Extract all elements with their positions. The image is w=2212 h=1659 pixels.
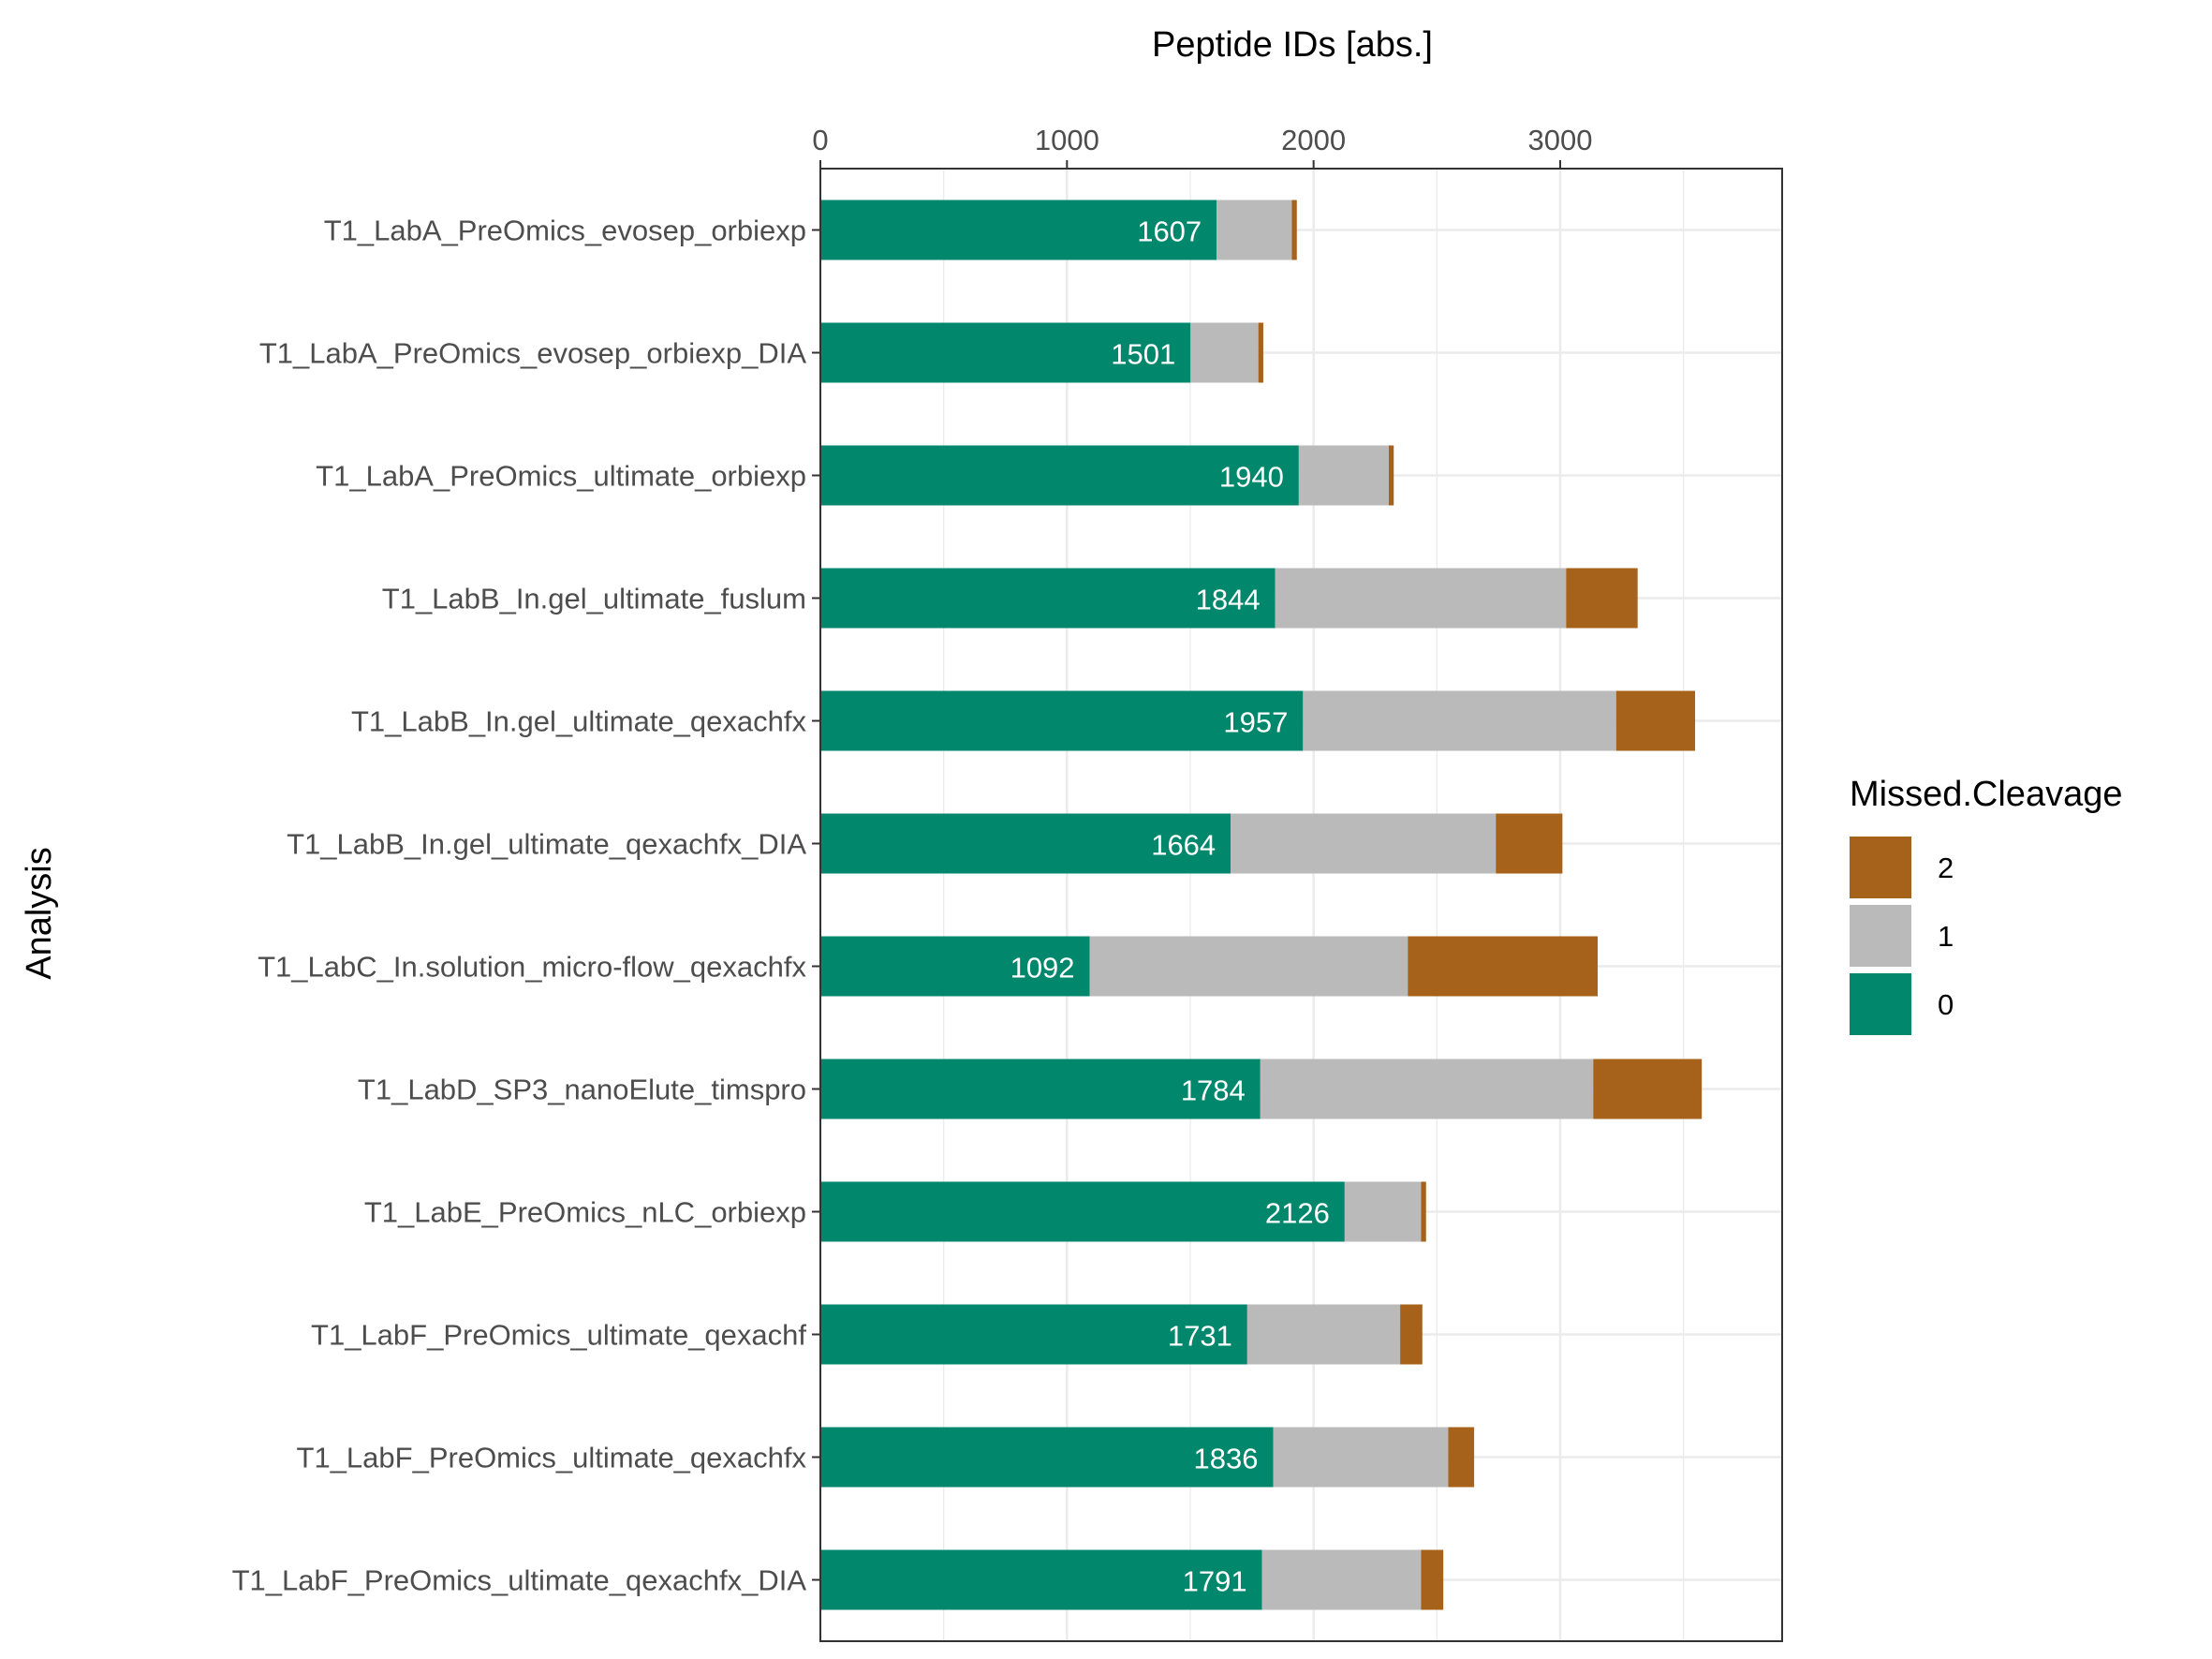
bar-segment-mc2 [1388, 445, 1394, 506]
legend-swatch [1850, 837, 1911, 898]
bar-segment-mc0 [820, 200, 1217, 260]
y-tick-label: T1_LabF_PreOmics_ultimate_qexachfx [297, 1442, 807, 1474]
bar-segment-mc0 [820, 936, 1090, 997]
y-tick-label: T1_LabA_PreOmics_ultimate_orbiexp [316, 460, 806, 493]
legend-label: 2 [1938, 852, 1954, 884]
bar-segment-mc0 [820, 1181, 1345, 1242]
bar-segment-mc2 [1408, 936, 1599, 997]
bar-segment-mc1 [1190, 322, 1259, 383]
x-tick-label: 1000 [1035, 124, 1099, 156]
x-tick-label: 2000 [1281, 124, 1346, 156]
y-tick-label: T1_LabF_PreOmics_ultimate_qexachf [311, 1319, 806, 1352]
bar-segment-mc2 [1593, 1059, 1703, 1119]
data-label: 1784 [1181, 1074, 1246, 1107]
bar-segment-mc1 [1344, 1181, 1422, 1242]
bar-segment-mc1 [1273, 1427, 1449, 1488]
bar-segment-mc0 [820, 690, 1304, 751]
x-axis: 0 1000 2000 3000 [812, 124, 1592, 169]
legend-label: 0 [1938, 988, 1954, 1021]
bar-segment-mc2 [1291, 200, 1297, 260]
bar-segment-mc2 [1421, 1181, 1426, 1242]
data-label: 2126 [1265, 1197, 1330, 1230]
bar-segment-mc0 [820, 1427, 1274, 1488]
bar-segment-mc1 [1089, 936, 1408, 997]
data-label: 1791 [1183, 1565, 1247, 1598]
bar-segment-mc0 [820, 568, 1276, 629]
legend-items: 2 1 0 [1850, 837, 1954, 1035]
data-label: 1844 [1196, 584, 1261, 616]
x-tick-label: 3000 [1528, 124, 1593, 156]
data-label: 1731 [1168, 1320, 1232, 1353]
bar-segment-mc0 [820, 1304, 1247, 1365]
bar-segment-mc0 [820, 445, 1299, 506]
y-tick-label: T1_LabA_PreOmics_evosep_orbiexp_DIA [259, 337, 806, 370]
bar-segment-mc0 [820, 1059, 1261, 1119]
y-tick-label: T1_LabB_In.gel_ultimate_qexachfx_DIA [287, 828, 806, 861]
data-label: 1940 [1219, 461, 1284, 494]
y-axis: T1_LabA_PreOmics_evosep_orbiexp T1_LabA_P… [232, 215, 820, 1597]
bar-segment-mc1 [1303, 690, 1616, 751]
bar-segment-mc1 [1275, 568, 1567, 629]
plot-panel-border [819, 168, 1783, 1642]
data-label: 1836 [1194, 1443, 1259, 1475]
y-tick-label: T1_LabB_In.gel_ultimate_qexachfx [351, 705, 806, 738]
legend-title: Missed.Cleavage [1850, 775, 2122, 814]
data-label: 1957 [1223, 706, 1288, 739]
y-axis-title: Analysis [20, 847, 59, 980]
bar-segment-mc0 [820, 813, 1231, 874]
bar-segment-mc2 [1258, 322, 1263, 383]
data-label: 1664 [1151, 829, 1216, 862]
data-labels: 1607 1501 1940 1844 1957 1664 1092 1784 2126 1731… [1010, 215, 1330, 1598]
bar-segment-mc1 [1246, 1304, 1401, 1365]
bar-segment-mc2 [1566, 568, 1638, 629]
x-tick-label: 0 [812, 124, 828, 156]
legend-label: 1 [1938, 920, 1954, 953]
bar-segment-mc0 [820, 1549, 1262, 1610]
y-tick-label: T1_LabF_PreOmics_ultimate_qexachfx_DIA [232, 1564, 807, 1597]
bar-segment-mc1 [1260, 1059, 1594, 1119]
legend: Missed.Cleavage 2 1 0 [1850, 775, 2122, 1035]
y-tick-label: T1_LabA_PreOmics_evosep_orbiexp [324, 215, 806, 247]
y-tick-label: T1_LabD_SP3_nanoElute_timspro [358, 1074, 806, 1106]
bar-segment-mc2 [1421, 1549, 1444, 1610]
bar-segment-mc1 [1231, 813, 1497, 874]
y-tick-label: T1_LabE_PreOmics_nLC_orbiexp [364, 1196, 806, 1229]
bar-segment-mc1 [1217, 200, 1292, 260]
data-label: 1092 [1010, 952, 1075, 985]
legend-swatch [1850, 905, 1911, 967]
bar-segment-mc1 [1261, 1549, 1422, 1610]
bar-segment-mc2 [1448, 1427, 1475, 1488]
bar-segment-mc0 [820, 322, 1191, 383]
bar-segment-mc2 [1400, 1304, 1423, 1365]
bar-segment-mc1 [1298, 445, 1389, 506]
bar-segment-mc2 [1496, 813, 1563, 874]
bar-segment-mc2 [1615, 690, 1696, 751]
data-label: 1501 [1111, 338, 1175, 371]
legend-swatch [1850, 973, 1911, 1035]
data-label: 1607 [1137, 215, 1202, 248]
y-tick-label: T1_LabB_In.gel_ultimate_fuslum [382, 583, 806, 615]
x-axis-title: Peptide IDs [abs.] [1152, 25, 1433, 65]
y-tick-label: T1_LabC_In.solution_micro-flow_qexachfx [258, 951, 806, 984]
bars [820, 200, 1703, 1610]
